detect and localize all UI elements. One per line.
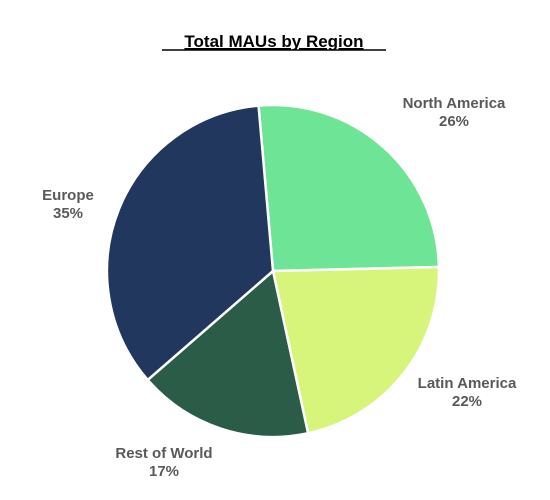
slice-label-latin-america: Latin America 22% bbox=[418, 375, 517, 410]
slice-label-value: 35% bbox=[53, 205, 83, 222]
pie-slice-latin-america bbox=[271, 265, 441, 435]
pie-slices bbox=[105, 103, 441, 439]
slice-label-value: 22% bbox=[452, 393, 482, 410]
slice-label-name: North America bbox=[403, 95, 506, 112]
slice-label-value: 17% bbox=[149, 463, 179, 480]
slice-label-value: 26% bbox=[439, 113, 469, 130]
pie-slice-europe bbox=[105, 104, 275, 382]
slice-label-europe: Europe 35% bbox=[42, 187, 94, 222]
slice-label-name: Europe bbox=[42, 187, 94, 204]
slice-label-north-america: North America 26% bbox=[403, 95, 506, 130]
slice-label-name: Rest of World bbox=[115, 445, 212, 462]
pie-labels: North America 26% Latin America 22% Rest of … bbox=[42, 95, 517, 480]
chart-title: Total MAUs by Region bbox=[184, 32, 363, 51]
slice-label-rest-of-world: Rest of World 17% bbox=[115, 445, 212, 480]
slice-label-name: Latin America bbox=[418, 375, 517, 392]
pie-slice-rest-of-world bbox=[146, 269, 310, 439]
pie-slice-north-america bbox=[257, 103, 441, 273]
